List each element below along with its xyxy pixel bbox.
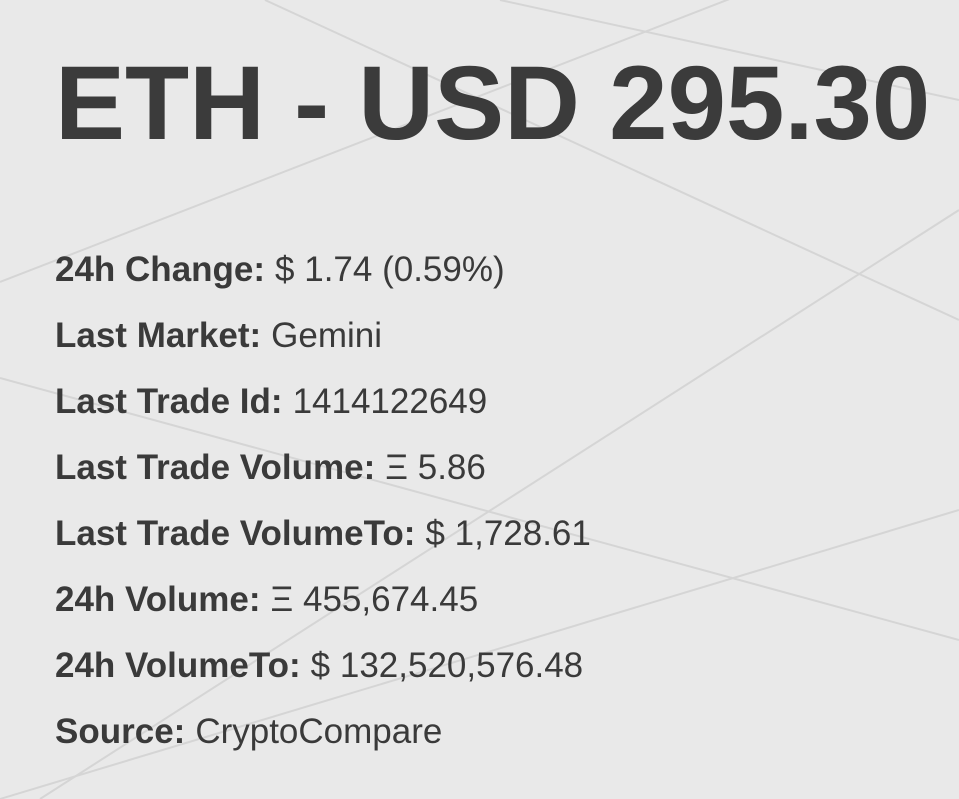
stat-value: $ 132,520,576.48 xyxy=(310,646,584,685)
stat-24h-change: 24h Change: $ 1.74 (0.59%) xyxy=(55,248,591,314)
stat-source: Source: CryptoCompare xyxy=(55,710,591,776)
stat-last-market: Last Market: Gemini xyxy=(55,314,591,380)
stat-last-trade-volume: Last Trade Volume: Ξ 5.86 xyxy=(55,446,591,512)
page-title: ETH - USD 295.30 xyxy=(55,45,931,162)
stat-value: Ξ 455,674.45 xyxy=(270,580,479,619)
stat-label: Last Trade Id: xyxy=(55,382,283,421)
stat-value: $ 1,728.61 xyxy=(425,514,591,553)
stat-value: Gemini xyxy=(271,316,383,355)
stat-value: $ 1.74 (0.59%) xyxy=(275,250,505,289)
background-line xyxy=(0,509,959,799)
stat-value: Ξ 5.86 xyxy=(385,448,486,487)
stat-label: 24h Change: xyxy=(55,250,266,289)
stat-value: CryptoCompare xyxy=(195,712,443,751)
background-line xyxy=(0,377,959,641)
stat-label: 24h Volume: xyxy=(55,580,261,619)
stat-24h-volume: 24h Volume: Ξ 455,674.45 xyxy=(55,578,591,644)
stat-value: 1414122649 xyxy=(292,382,488,421)
background-line xyxy=(264,0,959,321)
background-line xyxy=(39,209,959,799)
stat-last-trade-volume-to: Last Trade VolumeTo: $ 1,728.61 xyxy=(55,512,591,578)
background-line xyxy=(499,0,959,101)
stat-label: Last Trade Volume: xyxy=(55,448,376,487)
stats-list: 24h Change: $ 1.74 (0.59%) Last Market: Ge… xyxy=(55,248,591,776)
stat-label: Last Market: xyxy=(55,316,262,355)
stat-24h-volume-to: 24h VolumeTo: $ 132,520,576.48 xyxy=(55,644,591,710)
stat-label: 24h VolumeTo: xyxy=(55,646,301,685)
stat-label: Last Trade VolumeTo: xyxy=(55,514,416,553)
background-line xyxy=(0,0,730,283)
stat-label: Source: xyxy=(55,712,186,751)
stat-last-trade-id: Last Trade Id: 1414122649 xyxy=(55,380,591,446)
